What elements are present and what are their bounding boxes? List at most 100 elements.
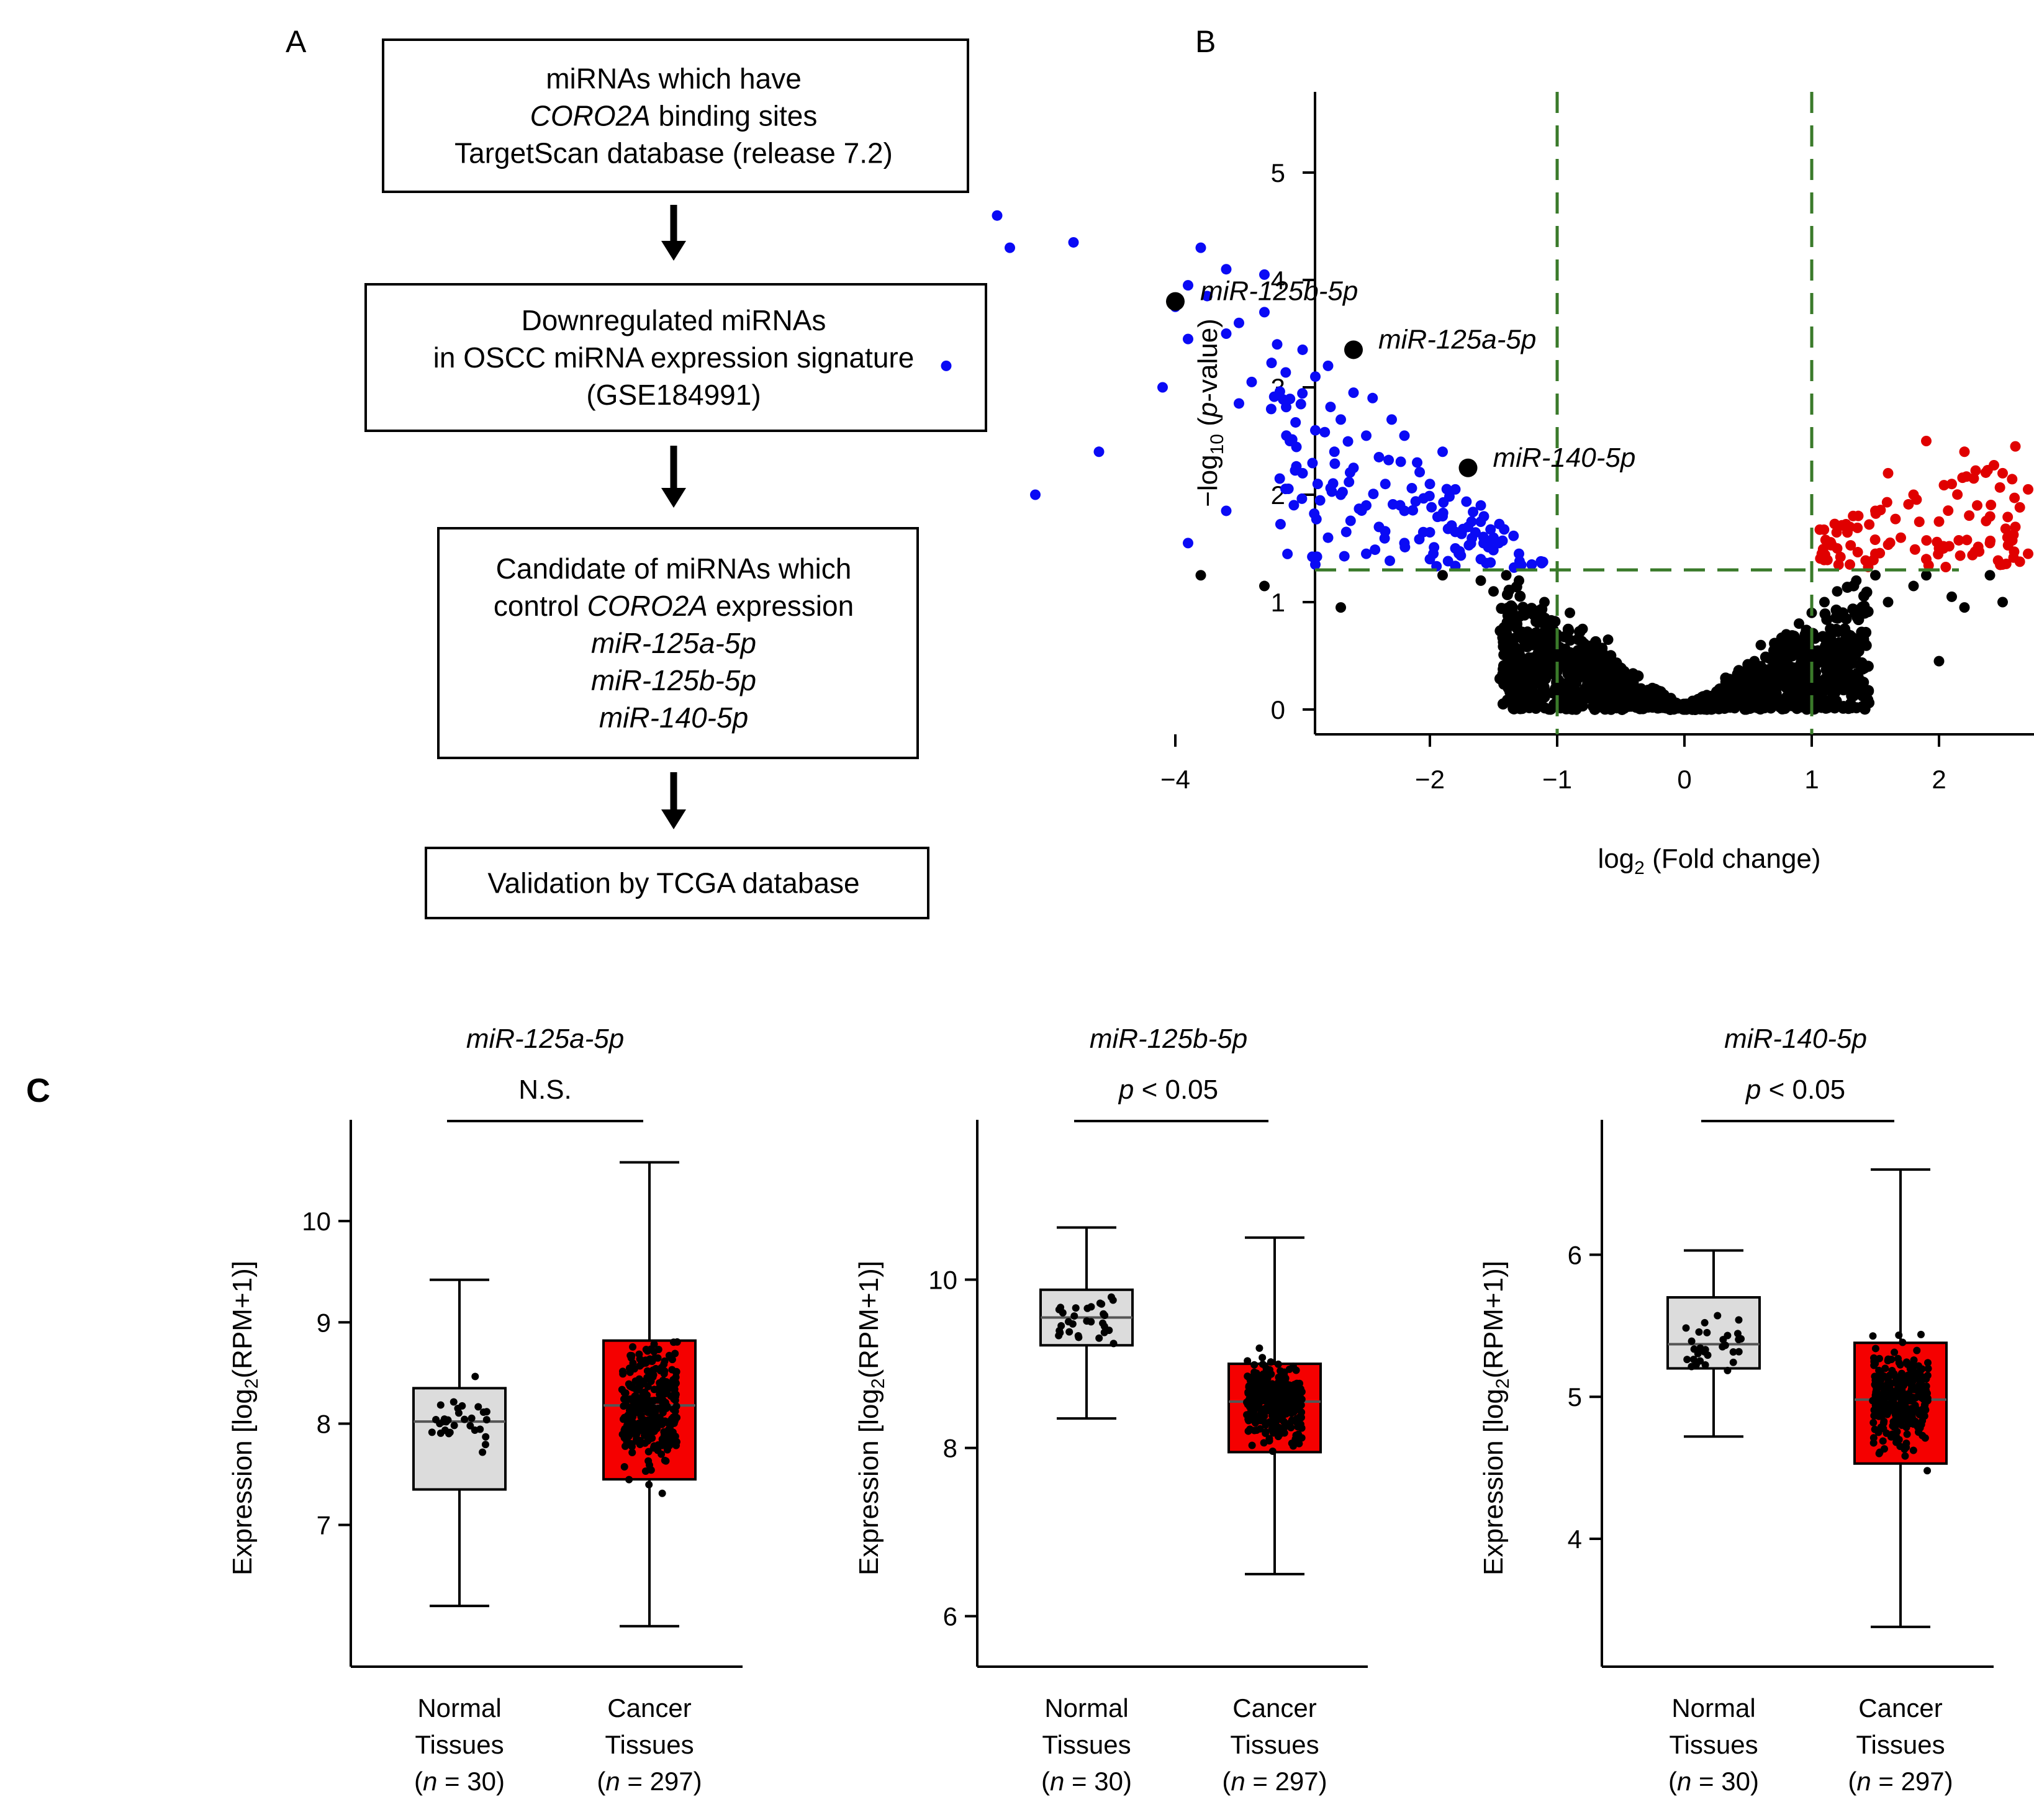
volcano-point-ns bbox=[1535, 691, 1547, 703]
box-y-tick-label: 5 bbox=[1568, 1382, 1582, 1412]
volcano-point-upregulated bbox=[1938, 480, 1950, 491]
volcano-point-downregulated bbox=[1475, 516, 1486, 528]
box-data-point bbox=[1894, 1373, 1902, 1381]
volcano-point-ns bbox=[1559, 643, 1571, 655]
volcano-point-downregulated bbox=[1345, 515, 1356, 526]
box-data-point bbox=[1923, 1371, 1932, 1379]
box-data-point bbox=[1107, 1293, 1115, 1301]
box-data-point bbox=[629, 1343, 637, 1351]
box-data-point bbox=[1262, 1428, 1270, 1436]
volcano-point-ns bbox=[1781, 691, 1793, 703]
volcano-point-downregulated bbox=[1093, 446, 1105, 457]
volcano-point-ns bbox=[1801, 682, 1812, 693]
volcano-point-downregulated bbox=[1450, 484, 1461, 495]
box-category-label: Tissues bbox=[1856, 1730, 1945, 1759]
box-data-point bbox=[1887, 1394, 1895, 1402]
volcano-point-ns bbox=[1832, 626, 1844, 637]
volcano-point-ns bbox=[1637, 703, 1648, 714]
volcano-point-downregulated bbox=[1437, 507, 1449, 518]
volcano-point-ns bbox=[1808, 703, 1820, 715]
volcano-point-downregulated bbox=[1005, 242, 1015, 253]
volcano-point-upregulated bbox=[1923, 560, 1934, 571]
box-data-point bbox=[1253, 1393, 1261, 1401]
volcano-point-not-significant bbox=[1602, 634, 1614, 646]
box-data-point bbox=[672, 1368, 680, 1376]
volcano-point-ns bbox=[1814, 689, 1825, 701]
box-data-point bbox=[650, 1442, 658, 1450]
box-data-point bbox=[1870, 1412, 1878, 1420]
box-data-point bbox=[1914, 1423, 1922, 1431]
volcano-point-upregulated bbox=[2007, 474, 2018, 485]
volcano-point-downregulated bbox=[1385, 555, 1396, 566]
box-data-point bbox=[1724, 1331, 1732, 1340]
box-data-point bbox=[666, 1425, 674, 1433]
volcano-point-ns bbox=[1828, 682, 1840, 694]
box-data-point bbox=[1292, 1398, 1300, 1406]
volcano-point-downregulated bbox=[1526, 559, 1537, 570]
volcano-y-title: −log10 (p-value) bbox=[1193, 318, 1227, 507]
volcano-point-downregulated bbox=[1322, 532, 1334, 543]
volcano-point-downregulated bbox=[1266, 358, 1277, 369]
volcano-point-ns bbox=[1789, 662, 1801, 674]
box-data-point bbox=[1881, 1364, 1889, 1372]
box-data-point bbox=[1280, 1423, 1288, 1431]
volcano-point-downregulated bbox=[1290, 465, 1301, 476]
box-data-point bbox=[1272, 1410, 1280, 1418]
box-data-point bbox=[1884, 1379, 1892, 1387]
box-data-point bbox=[1902, 1376, 1910, 1384]
volcano-point-downregulated bbox=[1259, 269, 1270, 280]
volcano-point-not-significant bbox=[1616, 666, 1626, 677]
volcano-point-ns bbox=[1714, 700, 1726, 712]
volcano-point-upregulated bbox=[1903, 498, 1914, 510]
volcano-point-ns bbox=[1769, 685, 1781, 696]
box-y-title: Expression [log2(RPM+1)] bbox=[1478, 1261, 1513, 1575]
volcano-point-downregulated bbox=[1475, 500, 1486, 511]
volcano-point-ns bbox=[1837, 607, 1849, 619]
volcano-point-not-significant bbox=[1590, 639, 1601, 651]
box-data-point bbox=[1902, 1439, 1910, 1448]
volcano-point-downregulated bbox=[1429, 542, 1440, 553]
volcano-point-downregulated bbox=[1514, 556, 1525, 567]
volcano-point-not-significant bbox=[1959, 602, 1970, 613]
volcano-point-ns bbox=[1576, 698, 1588, 710]
box-data-point bbox=[628, 1443, 636, 1451]
flow-box-2 bbox=[364, 283, 987, 432]
box-data-point bbox=[1096, 1299, 1104, 1307]
volcano-point-ns bbox=[1762, 674, 1774, 686]
box-data-point bbox=[1871, 1391, 1879, 1399]
box-y-title: Expression [log2(RPM+1)] bbox=[227, 1261, 262, 1575]
volcano-point-not-significant bbox=[1755, 639, 1766, 651]
box-data-point bbox=[1072, 1304, 1080, 1312]
box-panel-annotation: p < 0.05 bbox=[1118, 1074, 1218, 1105]
volcano-point-downregulated bbox=[1406, 482, 1417, 493]
volcano-point-ns bbox=[1502, 602, 1514, 614]
flow-box-2-line-1: Downregulated miRNAs bbox=[522, 304, 826, 336]
box-data-point bbox=[1250, 1361, 1259, 1369]
box-data-point bbox=[1895, 1331, 1903, 1340]
volcano-point-ns bbox=[1592, 673, 1604, 685]
volcano-point-downregulated bbox=[1437, 446, 1448, 457]
box-data-point bbox=[1883, 1388, 1891, 1396]
box-data-point bbox=[1729, 1358, 1737, 1366]
flow-box-4-line-1: Validation by TCGA database bbox=[487, 867, 859, 899]
volcano-point-not-significant bbox=[1749, 655, 1760, 667]
box-data-point bbox=[1869, 1418, 1878, 1426]
box-data-point bbox=[1245, 1382, 1253, 1390]
volcano-point-downregulated bbox=[1344, 467, 1355, 478]
volcano-point-downregulated bbox=[1297, 388, 1308, 399]
box-panel-2: miR-125b-5p p < 0.05 6 8 10 Expression [log2(… bbox=[854, 1024, 1368, 1796]
volcano-point-ns bbox=[1523, 686, 1535, 698]
volcano-point-downregulated bbox=[1221, 505, 1232, 516]
box-data-point bbox=[1922, 1386, 1930, 1394]
box-data-point bbox=[638, 1405, 646, 1413]
box-data-point bbox=[1917, 1330, 1925, 1338]
box-data-point bbox=[622, 1442, 630, 1450]
box-data-point bbox=[450, 1421, 458, 1430]
volcano-point-upregulated bbox=[1883, 467, 1894, 479]
volcano-point-ns bbox=[1507, 643, 1519, 655]
box-data-point bbox=[1908, 1364, 1916, 1372]
volcano-point-downregulated bbox=[1195, 242, 1206, 253]
volcano-point-upregulated bbox=[1874, 547, 1886, 559]
volcano-point-ns bbox=[1504, 611, 1516, 623]
box-data-point bbox=[479, 1408, 487, 1417]
